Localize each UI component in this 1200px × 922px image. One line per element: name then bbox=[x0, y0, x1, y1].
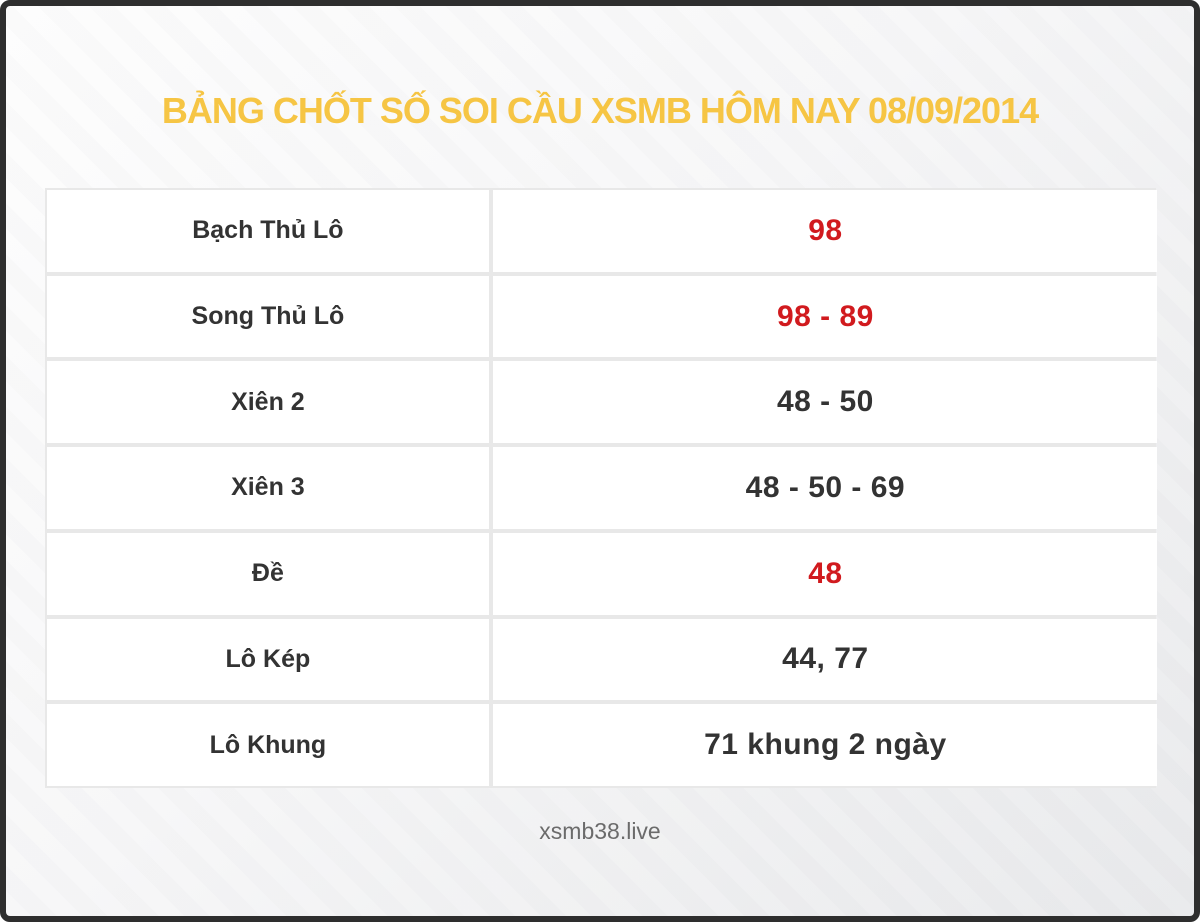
prediction-table: Bạch Thủ Lô 98 Song Thủ Lô 98 - 89 Xiên … bbox=[44, 188, 1158, 788]
row-label-lo-kep: Lô Kép bbox=[46, 618, 490, 701]
row-value-xien-2: 48 - 50 bbox=[493, 361, 1158, 444]
site-watermark: xsmb38.live bbox=[539, 818, 661, 844]
row-label-de: Đề bbox=[46, 532, 490, 615]
row-label-lo-khung: Lô Khung bbox=[46, 704, 490, 786]
row-label-xien-2: Xiên 2 bbox=[46, 361, 490, 444]
row-value-lo-kep: 44, 77 bbox=[493, 618, 1158, 701]
row-label-song-thu-lo: Song Thủ Lô bbox=[46, 275, 490, 358]
row-value-song-thu-lo: 98 - 89 bbox=[493, 275, 1158, 358]
row-value-bach-thu-lo: 98 bbox=[493, 190, 1158, 272]
page-title: BẢNG CHỐT SỐ SOI CẦU XSMB HÔM NAY 08/09/… bbox=[161, 90, 1039, 131]
row-label-bach-thu-lo: Bạch Thủ Lô bbox=[46, 190, 490, 272]
row-value-lo-khung: 71 khung 2 ngày bbox=[493, 704, 1158, 786]
row-value-xien-3: 48 - 50 - 69 bbox=[493, 447, 1158, 529]
row-value-de: 48 bbox=[493, 532, 1158, 615]
row-label-xien-3: Xiên 3 bbox=[46, 447, 490, 529]
